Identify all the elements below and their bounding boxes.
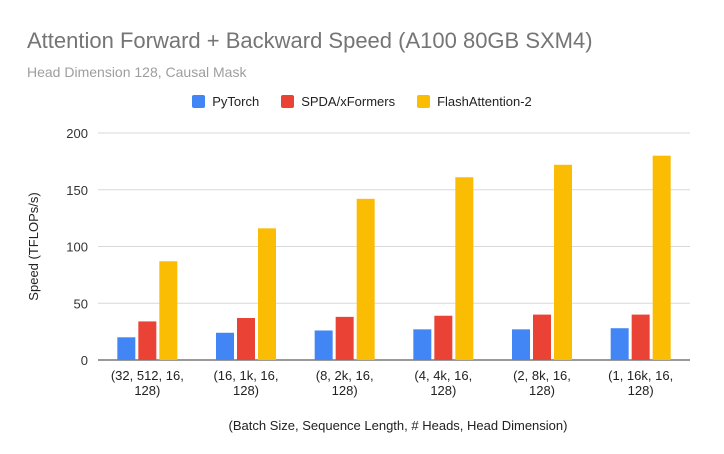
- x-tick-label: 128): [134, 383, 160, 398]
- bar-spda-xformers-1: [138, 321, 157, 360]
- legend-swatch-pytorch: [192, 95, 206, 108]
- legend: PyTorch SPDA/xFormers FlashAttention-2: [0, 94, 724, 109]
- y-tick-label: 0: [81, 353, 88, 368]
- bar-flashattention-2-2: [258, 228, 276, 360]
- legend-label-spda-xformers: SPDA/xFormers: [301, 94, 396, 109]
- x-tick-label: (32, 512, 16,: [111, 368, 184, 383]
- bar-pytorch-6: [610, 328, 629, 360]
- bar-pytorch-2: [216, 332, 234, 360]
- legend-swatch-spda-xformers: [281, 95, 295, 108]
- bar-pytorch-3: [314, 330, 333, 360]
- legend-item-flashattention-2: FlashAttention-2: [417, 94, 532, 109]
- x-tick-label: 128): [233, 383, 259, 398]
- legend-item-pytorch: PyTorch: [192, 94, 259, 109]
- bar-flashattention-2-5: [554, 164, 572, 360]
- bar-spda-xformers-2: [237, 318, 255, 360]
- legend-label-flashattention-2: FlashAttention-2: [437, 94, 532, 109]
- bar-spda-xformers-3: [335, 316, 354, 360]
- legend-label-pytorch: PyTorch: [212, 94, 260, 109]
- legend-swatch-flashattention-2: [417, 95, 431, 108]
- x-tick-label: 128): [529, 383, 555, 398]
- x-tick-label: (4, 4k, 16,: [414, 368, 472, 383]
- bar-flashattention-2-3: [356, 198, 375, 360]
- legend-item-spda-xformers: SPDA/xFormers: [281, 94, 395, 109]
- bar-spda-xformers-5: [533, 314, 551, 360]
- bar-flashattention-2-4: [455, 177, 474, 360]
- bar-spda-xformers-4: [434, 315, 453, 360]
- bar-pytorch-5: [512, 329, 530, 360]
- y-tick-label: 150: [66, 183, 88, 198]
- chart-subtitle: Head Dimension 128, Causal Mask: [27, 64, 247, 80]
- x-tick-label: 128): [332, 383, 358, 398]
- bar-pytorch-4: [413, 329, 432, 360]
- chart-title: Attention Forward + Backward Speed (A100…: [27, 28, 593, 53]
- bar-spda-xformers-6: [631, 314, 650, 360]
- x-tick-label: (8, 2k, 16,: [316, 368, 374, 383]
- x-tick-label: (1, 16k, 16,: [608, 368, 673, 383]
- x-axis-title: (Batch Size, Sequence Length, # Heads, H…: [229, 418, 568, 433]
- x-tick-label: 128): [628, 383, 654, 398]
- y-tick-label: 100: [66, 240, 88, 255]
- x-tick-label: (16, 1k, 16,: [213, 368, 278, 383]
- y-tick-label: 50: [74, 296, 88, 311]
- y-tick-label: 200: [66, 126, 88, 141]
- x-tick-label: (2, 8k, 16,: [513, 368, 571, 383]
- bar-pytorch-1: [117, 337, 136, 360]
- x-tick-label: 128): [430, 383, 456, 398]
- y-axis-title: Speed (TFLOPs/s): [26, 192, 41, 300]
- bar-flashattention-2-1: [159, 261, 178, 360]
- bar-flashattention-2-6: [652, 155, 671, 360]
